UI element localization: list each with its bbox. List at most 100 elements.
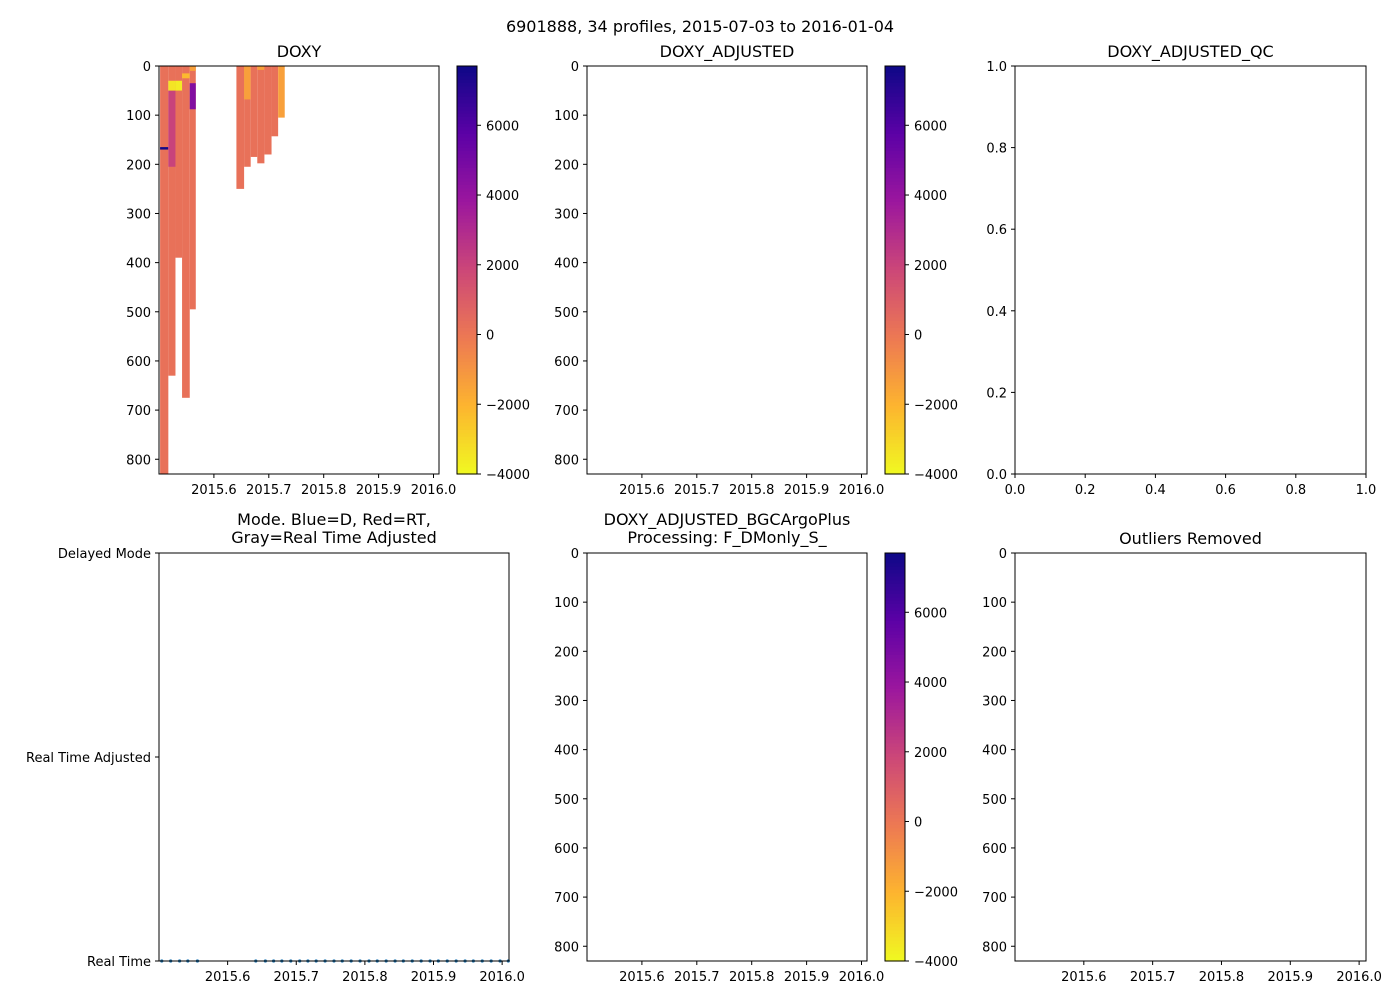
x-tick-label: 1.0 xyxy=(1356,483,1377,498)
colorbar-segment xyxy=(885,154,905,159)
colorbar-segment xyxy=(457,93,477,98)
colorbar-segment xyxy=(885,763,905,768)
colorbar-frame xyxy=(884,65,906,475)
colorbar-segment xyxy=(885,668,905,673)
colorbar-segment xyxy=(885,113,905,118)
colorbar-segment xyxy=(457,191,477,196)
y-tick-label: 500 xyxy=(554,793,579,808)
y-tick-label: 0.6 xyxy=(986,223,1007,238)
colorbar-segment xyxy=(885,648,905,653)
colorbar-segment xyxy=(885,433,905,438)
y-tick-label: 300 xyxy=(554,207,579,222)
colorbar-segment xyxy=(885,893,905,897)
colorbar-segment xyxy=(885,406,905,410)
colorbar-segment xyxy=(885,712,905,717)
colorbar-segment xyxy=(885,777,905,782)
axes-frame xyxy=(1014,552,1367,962)
colorbar-segment xyxy=(885,896,905,901)
colorbar-segment xyxy=(885,702,905,707)
colorbar-segment xyxy=(885,416,905,421)
colorbar-segment xyxy=(885,440,905,444)
colorbar-segment xyxy=(885,760,905,765)
colorbar-tick-label: −2000 xyxy=(486,398,530,413)
colorbar-segment xyxy=(885,86,905,91)
panel-title: Processing: F_DMonly_S_ xyxy=(627,528,827,548)
colorbar-segment xyxy=(885,280,905,285)
colorbar-segment xyxy=(457,287,477,291)
heatmap-cell xyxy=(168,66,176,376)
colorbar-segment xyxy=(885,903,905,908)
panel-title: DOXY xyxy=(277,42,322,61)
colorbar-segment xyxy=(885,784,905,789)
colorbar-segment xyxy=(885,263,905,268)
colorbar-segment xyxy=(885,910,905,914)
colorbar-segment xyxy=(885,426,905,431)
y-tick-label: 700 xyxy=(982,891,1007,906)
colorbar-segment xyxy=(885,743,905,748)
colorbar-segment xyxy=(885,334,905,339)
y-tick-label: 300 xyxy=(554,694,579,709)
colorbar-segment xyxy=(885,378,905,383)
colorbar-segment xyxy=(885,587,905,591)
axes-frame xyxy=(586,552,868,962)
colorbar-segment xyxy=(885,331,905,336)
y-tick-label: 0 xyxy=(143,60,151,75)
y-tick-label: 100 xyxy=(982,596,1007,611)
colorbar-segment xyxy=(885,933,905,938)
heatmap-cell xyxy=(257,66,265,164)
y-tick-label: 0 xyxy=(999,547,1007,562)
colorbar-segment xyxy=(885,617,905,622)
colorbar-segment xyxy=(885,89,905,94)
heatmap-cells xyxy=(160,66,285,474)
colorbar-segment xyxy=(885,838,905,843)
colorbar-segment xyxy=(885,913,905,918)
y-tick-label: 200 xyxy=(554,645,579,660)
colorbar-segment xyxy=(885,372,905,376)
colorbar-segment xyxy=(457,266,477,271)
colorbar-segment xyxy=(885,467,905,472)
panel-title: DOXY_ADJUSTED_QC xyxy=(1107,42,1273,62)
colorbar-segment xyxy=(457,423,477,427)
colorbar-segment xyxy=(885,470,905,475)
colorbar-segment xyxy=(457,450,477,455)
colorbar-segment xyxy=(885,395,905,400)
colorbar-segment xyxy=(457,392,477,397)
colorbar-segment xyxy=(885,716,905,721)
colorbar-segment xyxy=(457,120,477,125)
colorbar-segment xyxy=(457,361,477,366)
colorbar-segment xyxy=(457,297,477,302)
colorbar-tick-label: 6000 xyxy=(914,606,947,621)
colorbar-segment xyxy=(885,321,905,325)
colorbar-segment xyxy=(885,794,905,799)
y-tick-label: 300 xyxy=(126,207,151,222)
colorbar-segment xyxy=(885,767,905,772)
x-tick-label: 2015.7 xyxy=(274,970,320,985)
colorbar-segment xyxy=(885,76,905,81)
y-tick-label: 600 xyxy=(982,842,1007,857)
colorbar-segment xyxy=(885,314,905,319)
colorbar: −4000 −2000 0 2000 4000 6000 xyxy=(884,552,958,970)
colorbar-segment xyxy=(457,440,477,444)
colorbar-segment xyxy=(885,675,905,680)
colorbar-segment xyxy=(457,236,477,240)
colorbar-segment xyxy=(885,811,905,816)
colorbar-segment xyxy=(885,699,905,704)
colorbar-segment xyxy=(885,389,905,393)
colorbar-segment xyxy=(457,382,477,387)
colorbar-segment xyxy=(885,130,905,135)
colorbar-segment xyxy=(885,273,905,278)
colorbar-segment xyxy=(457,314,477,319)
y-tick-label: 0.2 xyxy=(986,386,1007,401)
y-tick-label: 700 xyxy=(554,404,579,419)
y-tick-label: 800 xyxy=(126,453,151,468)
colorbar-segment xyxy=(457,113,477,118)
y-tick-label: 400 xyxy=(554,744,579,759)
colorbar-segment xyxy=(885,814,905,819)
colorbar-segment xyxy=(885,304,905,308)
colorbar-segment xyxy=(885,852,905,857)
heatmap-cell xyxy=(189,66,196,310)
colorbar-segment xyxy=(885,719,905,724)
colorbar-segment xyxy=(885,872,905,877)
colorbar-segment xyxy=(457,433,477,438)
colorbar-segment xyxy=(885,882,905,887)
